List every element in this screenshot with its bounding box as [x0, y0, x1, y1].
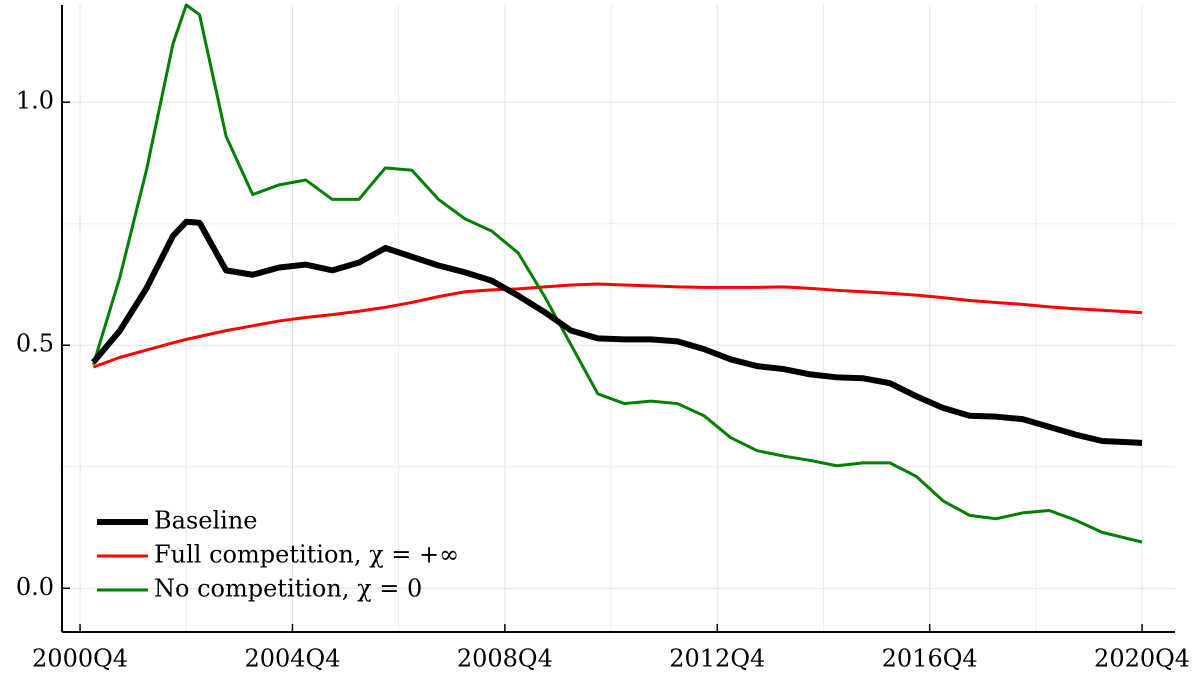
x-tick-label: 2016Q4 [882, 645, 978, 673]
legend-label: No competition, χ = 0 [154, 575, 422, 603]
y-tick-label: 0.0 [16, 573, 54, 601]
x-tick-label: 2000Q4 [32, 645, 128, 673]
y-tick-label: 0.5 [16, 330, 54, 358]
x-tick-label: 2012Q4 [669, 645, 765, 673]
legend-label: Baseline [154, 507, 257, 535]
x-tick-label: 2008Q4 [457, 645, 553, 673]
legend-label: Full competition, χ = +∞ [154, 541, 459, 569]
x-tick-label: 2020Q4 [1094, 645, 1190, 673]
line-series [91, 218, 1143, 446]
line-series [91, 3, 1143, 544]
x-tick-label: 2004Q4 [244, 645, 340, 673]
line-series [92, 282, 1143, 369]
y-tick-label: 1.0 [16, 87, 54, 115]
